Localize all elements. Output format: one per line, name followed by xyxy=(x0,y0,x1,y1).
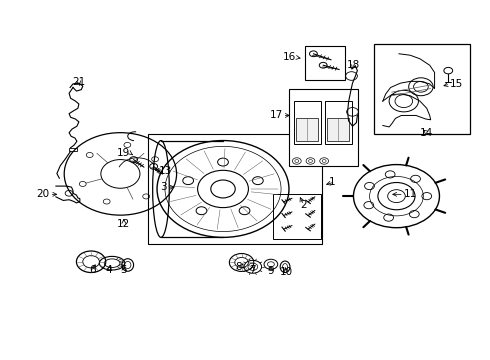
Text: 16: 16 xyxy=(283,52,296,62)
Text: 4: 4 xyxy=(106,265,113,275)
Bar xyxy=(325,101,351,144)
Bar xyxy=(305,45,344,80)
Text: 7: 7 xyxy=(249,265,256,275)
Bar xyxy=(327,118,349,141)
Text: 12: 12 xyxy=(117,219,130,229)
Bar xyxy=(294,101,321,144)
Bar xyxy=(148,134,322,244)
Text: 2: 2 xyxy=(300,200,307,210)
Text: 8: 8 xyxy=(235,262,242,272)
Text: 5: 5 xyxy=(121,265,127,275)
Text: 18: 18 xyxy=(347,60,360,70)
Text: 3: 3 xyxy=(160,182,167,192)
Bar xyxy=(289,89,358,166)
Text: 1: 1 xyxy=(329,177,335,187)
Text: 15: 15 xyxy=(450,79,464,89)
Text: 20: 20 xyxy=(36,189,49,199)
Text: 6: 6 xyxy=(90,265,97,275)
Text: 19: 19 xyxy=(117,148,130,158)
Bar xyxy=(374,44,470,134)
Text: 21: 21 xyxy=(72,77,85,87)
Text: 13: 13 xyxy=(159,166,172,176)
Text: 11: 11 xyxy=(404,189,417,199)
Text: 14: 14 xyxy=(420,128,433,138)
Text: 17: 17 xyxy=(270,111,283,121)
Text: 9: 9 xyxy=(268,266,274,276)
Bar xyxy=(296,118,318,141)
Text: 10: 10 xyxy=(280,267,293,277)
Bar xyxy=(273,194,321,239)
Bar xyxy=(69,148,77,151)
